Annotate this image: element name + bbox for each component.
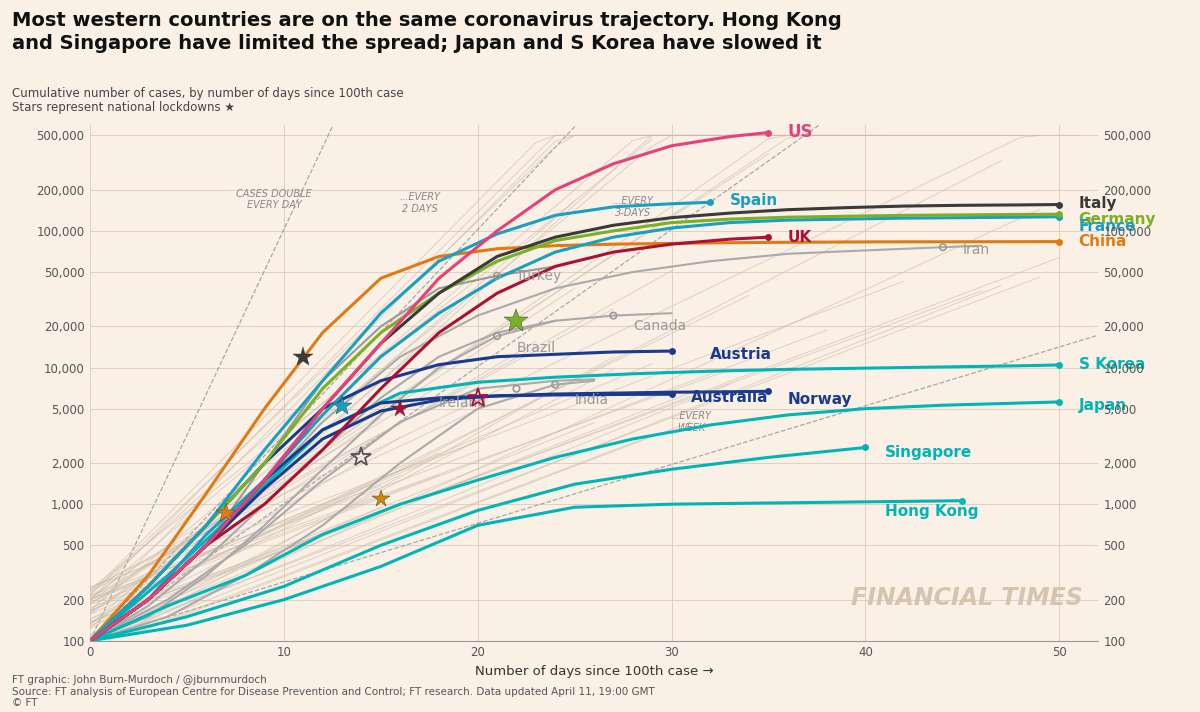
Point bbox=[487, 270, 506, 281]
Text: Singapore: Singapore bbox=[884, 445, 972, 460]
Text: India: India bbox=[575, 393, 608, 407]
Point bbox=[758, 386, 778, 397]
Text: ...EVERY
WEEK: ...EVERY WEEK bbox=[671, 411, 712, 433]
Text: ...EVERY
2 DAYS: ...EVERY 2 DAYS bbox=[400, 192, 440, 214]
Point bbox=[662, 345, 682, 357]
Text: Cumulative number of cases, by number of days since 100th case: Cumulative number of cases, by number of… bbox=[12, 87, 403, 100]
Point bbox=[487, 330, 506, 342]
Text: China: China bbox=[1079, 234, 1127, 249]
Point bbox=[506, 383, 526, 394]
Point bbox=[758, 231, 778, 243]
Text: Iran: Iran bbox=[962, 244, 990, 258]
Text: Australia: Australia bbox=[691, 390, 768, 405]
Point bbox=[953, 495, 972, 506]
Text: Germany: Germany bbox=[1079, 211, 1156, 226]
Point bbox=[1050, 397, 1069, 408]
Point bbox=[546, 379, 565, 390]
Point bbox=[758, 127, 778, 138]
Text: Most western countries are on the same coronavirus trajectory. Hong Kong
and Sin: Most western countries are on the same c… bbox=[12, 11, 841, 53]
Point bbox=[1050, 236, 1069, 247]
Text: Spain: Spain bbox=[730, 193, 778, 208]
Text: FT graphic: John Burn-Murdoch / @jburnmurdoch
Source: FT analysis of European Ce: FT graphic: John Burn-Murdoch / @jburnmu… bbox=[12, 675, 655, 708]
Point bbox=[662, 389, 682, 400]
X-axis label: Number of days since 100th case →: Number of days since 100th case → bbox=[475, 665, 713, 678]
Text: Ireland: Ireland bbox=[439, 396, 487, 410]
Point bbox=[1050, 360, 1069, 371]
Text: Hong Kong: Hong Kong bbox=[884, 504, 978, 519]
Point bbox=[1050, 209, 1069, 220]
Text: Canada: Canada bbox=[632, 320, 686, 333]
Text: Japan: Japan bbox=[1079, 398, 1127, 413]
Text: Turkey: Turkey bbox=[516, 268, 562, 283]
Text: Stars represent national lockdowns ★: Stars represent national lockdowns ★ bbox=[12, 101, 235, 114]
Text: Brazil: Brazil bbox=[516, 340, 556, 355]
Text: ...EVERY
3-DAYS: ...EVERY 3-DAYS bbox=[612, 196, 653, 218]
Point bbox=[701, 197, 720, 208]
Text: FINANCIAL TIMES: FINANCIAL TIMES bbox=[851, 586, 1082, 609]
Text: Norway: Norway bbox=[788, 392, 852, 407]
Text: UK: UK bbox=[788, 230, 812, 245]
Text: Austria: Austria bbox=[710, 347, 773, 362]
Point bbox=[1050, 199, 1069, 210]
Text: S Korea: S Korea bbox=[1079, 357, 1145, 372]
Point bbox=[1050, 211, 1069, 222]
Text: France: France bbox=[1079, 219, 1136, 234]
Text: US: US bbox=[788, 123, 814, 141]
Text: CASES DOUBLE
EVERY DAY: CASES DOUBLE EVERY DAY bbox=[236, 189, 312, 210]
Point bbox=[934, 241, 953, 253]
Point bbox=[856, 441, 875, 453]
Point bbox=[604, 310, 623, 321]
Text: Italy: Italy bbox=[1079, 196, 1117, 211]
